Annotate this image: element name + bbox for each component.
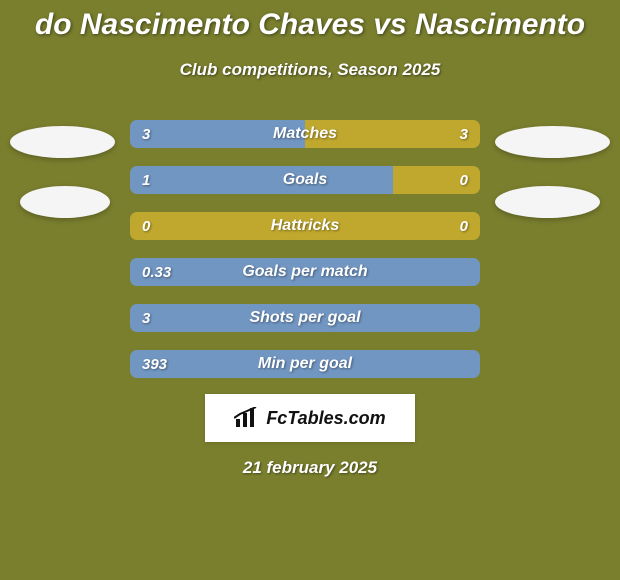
stat-bar-left [130,304,480,332]
stat-bar-right [393,166,481,194]
brand-text: FcTables.com [266,408,385,429]
stat-bar-left [130,120,305,148]
right-avatar-column [495,120,610,218]
stat-bar-left [130,258,480,286]
bar-chart-icon [234,407,260,429]
subtitle: Club competitions, Season 2025 [0,60,620,80]
stat-bar-right [130,212,480,240]
stat-row: Hattricks00 [130,212,480,240]
brand-logo: FcTables.com [205,394,415,442]
stat-bars: Matches33 Goals10 Hattricks00 Goals per mat… [130,120,480,378]
comparison-card: do Nascimento Chaves vs Nascimento Club … [0,0,620,580]
stat-bar-left [130,166,393,194]
stat-row: Min per goal393 [130,350,480,378]
stat-row: Goals per match0.33 [130,258,480,286]
stat-row: Matches33 [130,120,480,148]
player-avatar-left-2 [20,186,110,218]
left-avatar-column [10,120,115,218]
player-avatar-right-1 [495,126,610,158]
player-avatar-left-1 [10,126,115,158]
stat-row: Shots per goal3 [130,304,480,332]
page-title: do Nascimento Chaves vs Nascimento [0,8,620,42]
stat-row: Goals10 [130,166,480,194]
comparison-area: Matches33 Goals10 Hattricks00 Goals per mat… [0,120,620,378]
stat-bar-right [305,120,480,148]
date-label: 21 february 2025 [0,458,620,478]
player-avatar-right-2 [495,186,600,218]
stat-bar-left [130,350,480,378]
